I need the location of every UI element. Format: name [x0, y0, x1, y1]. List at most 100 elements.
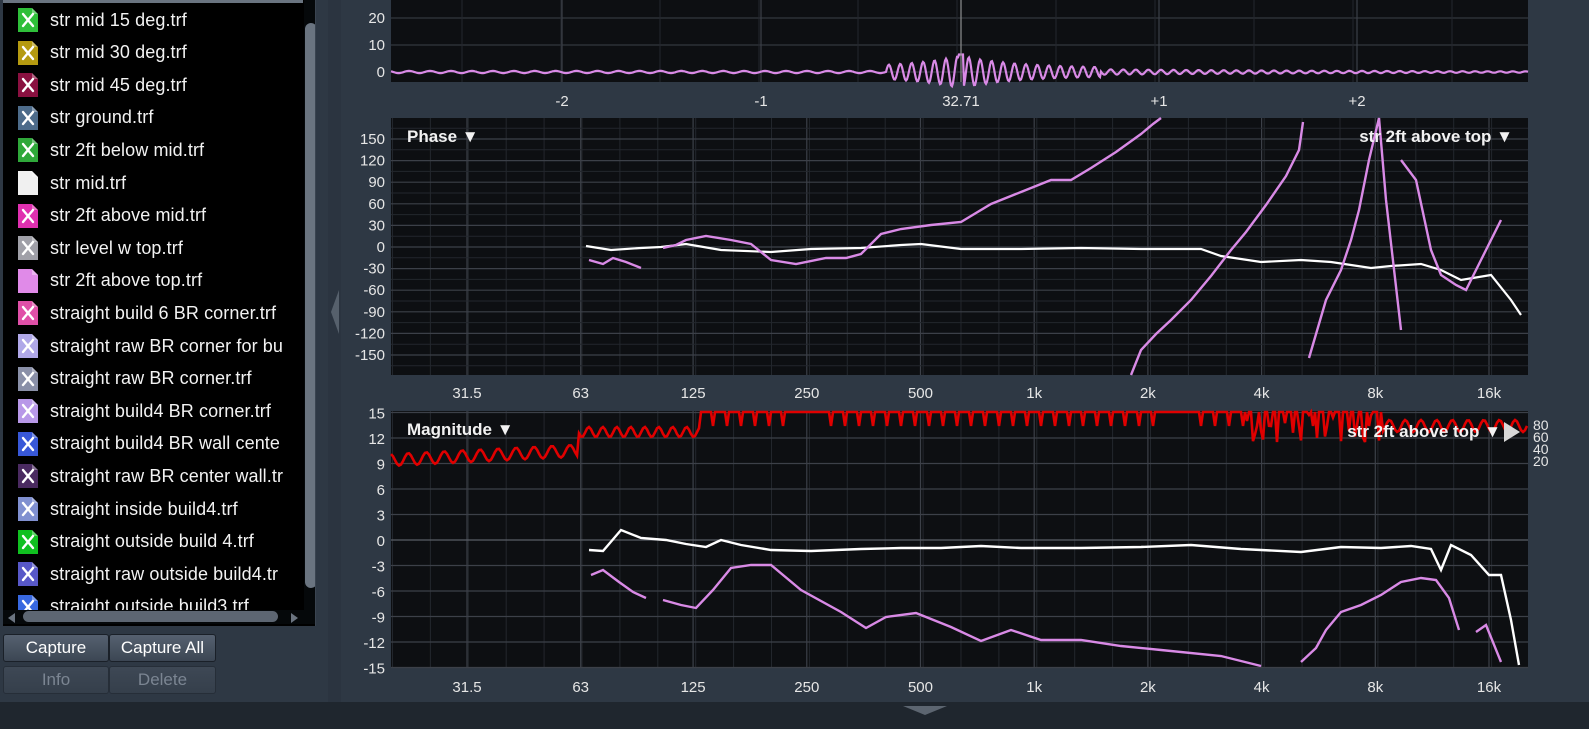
- x-file-icon: [18, 562, 38, 587]
- file-name: str ground.trf: [50, 107, 154, 128]
- phase-x-tick: 125: [681, 385, 706, 402]
- magnitude-y-tick: 3: [377, 508, 385, 525]
- x-file-icon: [18, 431, 38, 456]
- x-file-icon: [18, 203, 38, 228]
- magnitude-y-tick: -12: [363, 635, 385, 652]
- horizontal-scrollbar[interactable]: [3, 610, 315, 624]
- file-list-item[interactable]: straight outside build 4.trf: [3, 526, 303, 558]
- coherence-scale-tick: 60: [1533, 429, 1549, 445]
- capture-all-button[interactable]: Capture All: [109, 634, 216, 662]
- file-list-item[interactable]: straight raw BR corner.trf: [3, 363, 303, 395]
- vertical-scroll-thumb[interactable]: [305, 23, 315, 588]
- collapse-sidebar-icon[interactable]: [330, 290, 340, 334]
- x-file-icon: [18, 105, 38, 130]
- magnitude-reference-trace: [588, 528, 1521, 666]
- magnitude-trace-selector[interactable]: str 2ft above top ▼: [1347, 422, 1501, 441]
- horizontal-scroll-thumb[interactable]: [23, 611, 278, 622]
- magnitude-y-tick: 12: [368, 431, 385, 448]
- magnitude-x-tick: 1k: [1026, 679, 1042, 696]
- file-list-item[interactable]: str mid.trf: [3, 167, 303, 199]
- file-list-item[interactable]: str 2ft above top.trf: [3, 265, 303, 297]
- file-name: straight raw outside build4.tr: [50, 563, 279, 584]
- expand-bottom-panel-icon[interactable]: [903, 706, 947, 715]
- file-name: straight inside build4.trf: [50, 498, 238, 519]
- phase-y-tick: 120: [360, 153, 385, 170]
- x-file-icon: [18, 497, 38, 521]
- bottom-bar: [0, 702, 1589, 729]
- delete-button[interactable]: Delete: [109, 666, 216, 694]
- file-list: str mid 15 deg.trf str mid 30 deg.trf str …: [3, 0, 316, 626]
- impulse-x-tick: 32.71: [942, 93, 980, 110]
- coherence-scale-marker-icon[interactable]: [1504, 422, 1520, 442]
- magnitude-y-tick: 15: [368, 406, 385, 423]
- file-list-item[interactable]: str level w top.trf: [3, 232, 303, 264]
- magnitude-y-tick: -9: [372, 610, 385, 627]
- impulse-y-tick: 10: [368, 37, 385, 54]
- file-name: straight build4 BR corner.trf: [50, 400, 272, 421]
- phase-title[interactable]: Phase ▼: [407, 127, 479, 146]
- phase-y-tick: -150: [355, 347, 385, 364]
- phase-y-tick: 30: [368, 217, 385, 234]
- x-file-icon: [18, 138, 38, 163]
- coherence-trace: [390, 408, 1529, 468]
- file-list-item[interactable]: str ground.trf: [3, 102, 303, 134]
- info-button[interactable]: Info: [3, 666, 109, 694]
- phase-y-tick: -60: [363, 282, 385, 299]
- vertical-scrollbar[interactable]: [304, 0, 315, 610]
- magnitude-x-tick: 31.5: [452, 679, 481, 696]
- file-list-item[interactable]: straight raw BR center wall.tr: [3, 460, 303, 492]
- file-list-item[interactable]: straight build 6 BR corner.trf: [3, 297, 303, 329]
- file-list-item[interactable]: str mid 45 deg.trf: [3, 69, 303, 101]
- scroll-left-arrow-icon[interactable]: [8, 613, 15, 623]
- phase-y-tick: 60: [368, 196, 385, 213]
- file-list-item[interactable]: str 2ft above mid.trf: [3, 200, 303, 232]
- file-list-item[interactable]: str mid 30 deg.trf: [3, 37, 303, 69]
- impulse-y-tick: 20: [368, 10, 385, 27]
- file-name: str mid 30 deg.trf: [50, 42, 187, 63]
- phase-x-tick: 8k: [1367, 385, 1383, 402]
- magnitude-x-tick: 500: [908, 679, 933, 696]
- file-list-item[interactable]: straight build4 BR corner.trf: [3, 395, 303, 427]
- magnitude-title[interactable]: Magnitude ▼: [407, 420, 514, 439]
- phase-trace-selector[interactable]: str 2ft above top ▼: [1359, 127, 1513, 146]
- phase-y-tick: 90: [368, 174, 385, 191]
- file-name: straight build 6 BR corner.trf: [50, 302, 277, 323]
- file-list-item[interactable]: straight build4 BR wall cente: [3, 428, 303, 460]
- phase-x-tick: 2k: [1140, 385, 1156, 402]
- file-name: straight raw BR corner.trf: [50, 368, 252, 389]
- x-file-icon: [18, 529, 38, 554]
- capture-button[interactable]: Capture: [3, 634, 109, 662]
- file-list-item[interactable]: straight raw BR corner for bu: [3, 330, 303, 362]
- file-name: str 2ft above mid.trf: [50, 205, 207, 226]
- phase-x-tick: 1k: [1026, 385, 1042, 402]
- file-name: str mid 15 deg.trf: [50, 9, 187, 30]
- scroll-right-arrow-icon[interactable]: [291, 613, 298, 623]
- x-file-icon: [18, 40, 38, 65]
- file-list-item[interactable]: straight inside build4.trf: [3, 493, 303, 525]
- x-file-icon: [18, 236, 38, 261]
- phase-x-tick: 16k: [1477, 385, 1502, 402]
- magnitude-y-tick: 9: [377, 457, 385, 474]
- magnitude-x-tick: 8k: [1367, 679, 1383, 696]
- magnitude-measurement-trace: [590, 563, 1503, 668]
- magnitude-y-tick: 6: [377, 482, 385, 499]
- impulse-y-tick: 0: [377, 64, 385, 81]
- plain-file-icon: [18, 171, 38, 195]
- file-list-item[interactable]: str mid 15 deg.trf: [3, 4, 303, 36]
- impulse-response-plot[interactable]: 20 10 0 -2 -1 32.71 +1 +2: [368, 0, 1529, 110]
- coherence-scale-tick: 20: [1533, 453, 1549, 469]
- x-file-icon: [18, 301, 38, 326]
- file-name: str 2ft above top.trf: [50, 270, 203, 291]
- x-file-icon: [18, 73, 38, 98]
- file-list-item[interactable]: str 2ft below mid.trf: [3, 134, 303, 166]
- file-name: straight build4 BR wall cente: [50, 433, 281, 454]
- data-library-panel: str mid 15 deg.trf str mid 30 deg.trf str …: [0, 0, 328, 729]
- phase-plot[interactable]: 150 120 90 60 30 0 -30 -60 -90 -120 -150 31.5 63 125…: [355, 117, 1528, 402]
- magnitude-x-tick: 250: [794, 679, 819, 696]
- coherence-scale-tick: 40: [1533, 441, 1549, 457]
- x-file-icon: [18, 366, 38, 391]
- file-list-item[interactable]: straight raw outside build4.tr: [3, 558, 303, 590]
- phase-x-tick: 31.5: [452, 385, 481, 402]
- file-name: straight raw BR corner for bu: [50, 335, 283, 356]
